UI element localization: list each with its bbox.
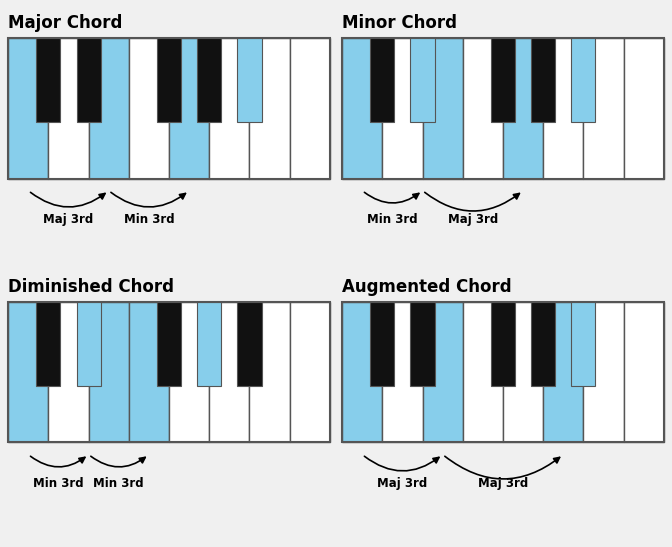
Text: Augmented Chord: Augmented Chord xyxy=(342,278,512,296)
Bar xyxy=(290,38,330,178)
Bar xyxy=(503,38,543,178)
Bar xyxy=(8,38,48,178)
Bar xyxy=(48,38,89,178)
Bar xyxy=(157,302,181,386)
Bar xyxy=(342,302,664,443)
Bar xyxy=(237,38,261,123)
Text: Min 3rd: Min 3rd xyxy=(93,476,144,490)
Bar xyxy=(342,38,382,178)
Bar xyxy=(249,38,290,178)
Text: Maj 3rd: Maj 3rd xyxy=(44,213,93,226)
Text: Min 3rd: Min 3rd xyxy=(33,476,84,490)
Bar xyxy=(342,302,382,443)
Bar xyxy=(197,38,221,123)
Bar xyxy=(209,38,249,178)
Bar xyxy=(209,302,249,443)
Bar xyxy=(423,302,463,443)
Text: Min 3rd: Min 3rd xyxy=(124,213,174,226)
Bar xyxy=(491,302,515,386)
Text: Maj 3rd: Maj 3rd xyxy=(377,476,427,490)
Text: Diminished Chord: Diminished Chord xyxy=(8,278,174,296)
Bar xyxy=(624,302,664,443)
Bar xyxy=(423,38,463,178)
Bar xyxy=(129,302,169,443)
Bar xyxy=(77,38,101,123)
Text: Maj 3rd: Maj 3rd xyxy=(448,213,498,226)
Bar xyxy=(8,302,330,443)
Bar xyxy=(8,38,330,178)
Bar xyxy=(342,38,664,178)
Bar xyxy=(129,38,169,178)
Bar xyxy=(411,302,435,386)
Bar xyxy=(237,302,261,386)
Bar xyxy=(89,38,129,178)
Bar xyxy=(571,302,595,386)
Text: Min 3rd: Min 3rd xyxy=(367,213,418,226)
Bar xyxy=(382,38,423,178)
Bar xyxy=(624,38,664,178)
Bar xyxy=(77,302,101,386)
Bar xyxy=(36,302,60,386)
Bar xyxy=(89,302,129,443)
Bar xyxy=(571,38,595,123)
Bar xyxy=(531,302,555,386)
Bar xyxy=(382,302,423,443)
Bar xyxy=(503,302,543,443)
Bar xyxy=(197,302,221,386)
Bar xyxy=(463,38,503,178)
Text: Minor Chord: Minor Chord xyxy=(342,14,457,32)
Bar xyxy=(370,302,394,386)
Bar xyxy=(583,38,624,178)
Bar xyxy=(169,302,209,443)
Bar xyxy=(36,38,60,123)
Bar xyxy=(8,302,48,443)
Bar xyxy=(249,302,290,443)
Bar xyxy=(543,302,583,443)
Text: Major Chord: Major Chord xyxy=(8,14,122,32)
Bar xyxy=(290,302,330,443)
Bar xyxy=(157,38,181,123)
Bar xyxy=(463,302,503,443)
Bar xyxy=(370,38,394,123)
Bar xyxy=(411,38,435,123)
Text: Maj 3rd: Maj 3rd xyxy=(478,476,528,490)
Bar xyxy=(531,38,555,123)
Bar xyxy=(543,38,583,178)
Bar xyxy=(583,302,624,443)
Bar xyxy=(48,302,89,443)
Bar xyxy=(169,38,209,178)
Bar xyxy=(491,38,515,123)
